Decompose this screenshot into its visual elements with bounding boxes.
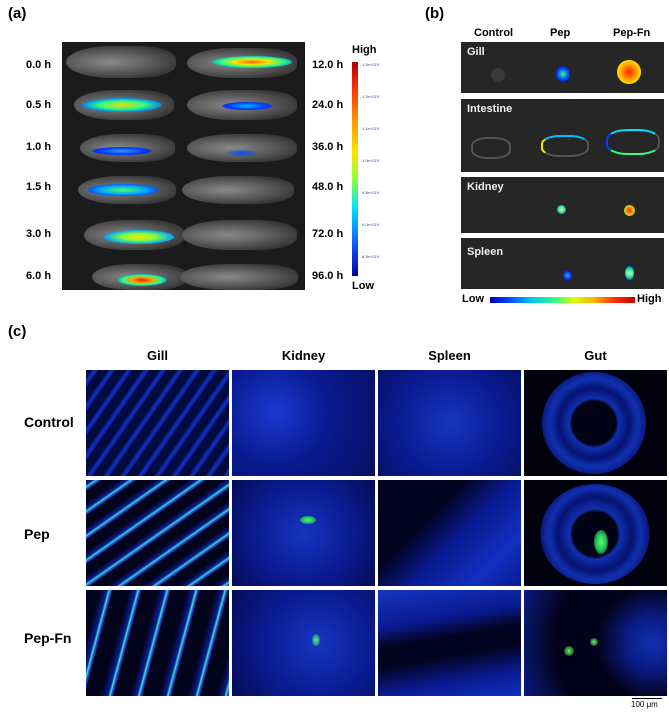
time-label: 3.0 h (26, 228, 52, 240)
colorbar-high-label: High (352, 44, 377, 56)
time-label: 72.0 h (312, 228, 344, 240)
panel-c-label: (c) (8, 323, 27, 340)
column-header: Kidney (281, 348, 326, 363)
organ-image-kidney: Kidney (461, 177, 664, 233)
colorbar-tick: 1.0e+015 (362, 158, 379, 163)
colorbar-tick: 1.2e+015 (362, 94, 379, 99)
micrograph-spleen-pep-fn (378, 590, 521, 696)
micrograph-gill-pep-fn (86, 590, 229, 696)
micrograph-gut-pep (524, 480, 667, 586)
column-header: Gill (147, 348, 168, 363)
row-header: Control (24, 414, 74, 430)
micrograph-gill-pep (86, 480, 229, 586)
organ-image-gill: Gill (461, 42, 664, 93)
organ-label: Gill (467, 46, 485, 58)
column-header: Pep-Fn (613, 27, 651, 39)
intensity-scale-bar (490, 297, 635, 303)
scale-bar-label: 100 μm (631, 700, 658, 709)
micrograph-kidney-pep (232, 480, 375, 586)
micrograph-spleen-pep (378, 480, 521, 586)
time-label: 24.0 h (312, 99, 344, 111)
colorbar-tick: 9.8e+014 (362, 190, 379, 195)
colorbar-tick: 9.0e+014 (362, 222, 379, 227)
scale-high-label: High (637, 293, 662, 305)
time-label: 0.0 h (26, 59, 52, 71)
colorbar-tick: 1.3e+015 (362, 62, 379, 67)
organ-label: Kidney (467, 181, 504, 193)
panel-b-label: (b) (425, 5, 445, 22)
organ-label: Intestine (467, 103, 513, 115)
micrograph-kidney-pep-fn (232, 590, 375, 696)
organ-label: Spleen (467, 246, 504, 258)
column-header: Gut (584, 348, 607, 363)
micrograph-kidney-control (232, 370, 375, 476)
micrograph-gut-control (524, 370, 667, 476)
time-label: 6.0 h (26, 270, 52, 282)
time-label: 96.0 h (312, 270, 344, 282)
time-label: 1.5 h (26, 181, 52, 193)
colorbar-low-label: Low (352, 280, 374, 292)
column-header: Spleen (428, 348, 471, 363)
scale-bar-line (632, 698, 662, 699)
micrograph-spleen-control (378, 370, 521, 476)
time-label: 36.0 h (312, 141, 344, 153)
column-header: Control (474, 27, 514, 39)
colorbar-tick: 1.1e+015 (362, 126, 379, 131)
panel-a-label: (a) (8, 5, 27, 22)
time-label: 1.0 h (26, 141, 52, 153)
organ-image-spleen: Spleen (461, 238, 664, 289)
micrograph-gut-pep-fn (524, 590, 667, 696)
organ-image-intestine: Intestine (461, 99, 664, 172)
time-label: 12.0 h (312, 59, 344, 71)
fish-imaging-image (62, 42, 305, 290)
colorbar-tick: 8.3e+014 (362, 254, 379, 259)
scale-low-label: Low (462, 293, 484, 305)
time-label: 48.0 h (312, 181, 344, 193)
row-header: Pep-Fn (24, 630, 72, 646)
intensity-colorbar (352, 62, 358, 276)
micrograph-gill-control (86, 370, 229, 476)
row-header: Pep (24, 526, 50, 542)
time-label: 0.5 h (26, 99, 52, 111)
column-header: Pep (550, 27, 571, 39)
